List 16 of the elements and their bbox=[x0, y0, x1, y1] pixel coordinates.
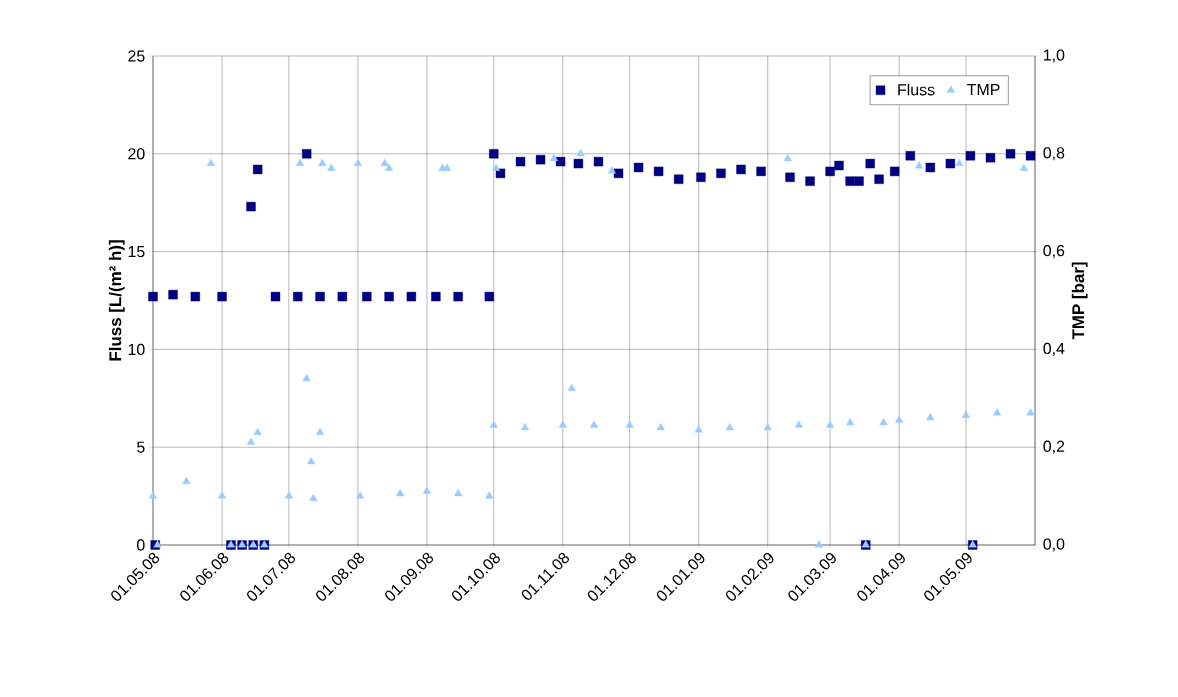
y2-tick-label: 0,0 bbox=[1043, 538, 1065, 552]
legend-label: Fluss bbox=[898, 83, 935, 96]
y2-tick-label: 0,6 bbox=[1043, 245, 1065, 259]
y2-axis-title: TMP [bar] bbox=[1071, 262, 1088, 340]
y2-tick-label: 0,4 bbox=[1043, 342, 1065, 356]
y-tick-label: 15 bbox=[128, 246, 145, 258]
y-tick-label: 10 bbox=[128, 343, 145, 356]
y-tick-label: 0 bbox=[136, 539, 145, 551]
y2-tick-label: 1,0 bbox=[1044, 49, 1065, 63]
y-tick-label: 20 bbox=[128, 148, 145, 160]
y-axis-title: Fluss [L/(m² h)] bbox=[108, 240, 125, 361]
y-tick-label: 5 bbox=[137, 441, 145, 453]
legend-label: TMP bbox=[967, 84, 1000, 95]
y2-tick-label: 0,8 bbox=[1043, 147, 1065, 161]
y2-tick-label: 0,2 bbox=[1043, 440, 1065, 454]
y-tick-label: 25 bbox=[128, 50, 145, 62]
